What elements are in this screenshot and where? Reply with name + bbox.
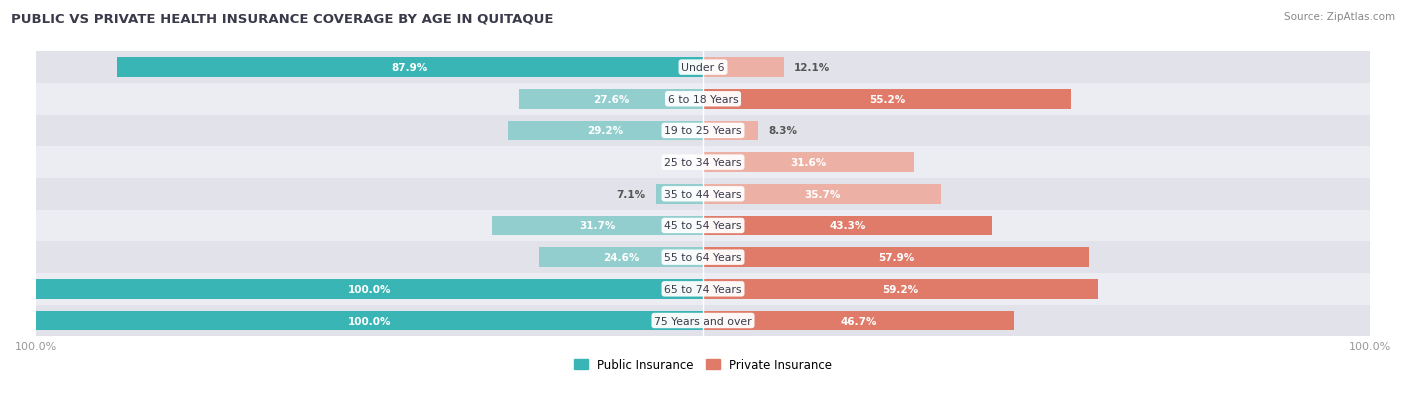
Text: 55.2%: 55.2% bbox=[869, 95, 905, 104]
Bar bbox=[37, 115, 1369, 147]
Bar bbox=[538, 248, 703, 267]
Text: 75 Years and over: 75 Years and over bbox=[654, 316, 752, 326]
Bar bbox=[703, 216, 991, 236]
Bar bbox=[703, 153, 914, 173]
Bar bbox=[703, 248, 1090, 267]
Bar bbox=[37, 52, 1369, 84]
Bar bbox=[37, 210, 1369, 242]
Text: 19 to 25 Years: 19 to 25 Years bbox=[664, 126, 742, 136]
Bar bbox=[37, 305, 1369, 337]
Text: 31.7%: 31.7% bbox=[579, 221, 616, 231]
Bar bbox=[519, 90, 703, 109]
Bar bbox=[703, 279, 1098, 299]
Text: 25 to 34 Years: 25 to 34 Years bbox=[664, 158, 742, 168]
Bar bbox=[37, 242, 1369, 273]
Text: Source: ZipAtlas.com: Source: ZipAtlas.com bbox=[1284, 12, 1395, 22]
Text: 8.3%: 8.3% bbox=[768, 126, 797, 136]
Bar bbox=[492, 216, 703, 236]
Text: 27.6%: 27.6% bbox=[593, 95, 628, 104]
Text: 7.1%: 7.1% bbox=[616, 189, 645, 199]
Bar bbox=[703, 58, 783, 78]
Bar bbox=[117, 58, 703, 78]
Text: 12.1%: 12.1% bbox=[794, 63, 830, 73]
Bar bbox=[37, 178, 1369, 210]
Legend: Public Insurance, Private Insurance: Public Insurance, Private Insurance bbox=[569, 354, 837, 376]
Text: 6 to 18 Years: 6 to 18 Years bbox=[668, 95, 738, 104]
Text: 29.2%: 29.2% bbox=[588, 126, 624, 136]
Text: 65 to 74 Years: 65 to 74 Years bbox=[664, 284, 742, 294]
Text: 100.0%: 100.0% bbox=[347, 284, 391, 294]
Bar bbox=[655, 185, 703, 204]
Text: PUBLIC VS PRIVATE HEALTH INSURANCE COVERAGE BY AGE IN QUITAQUE: PUBLIC VS PRIVATE HEALTH INSURANCE COVER… bbox=[11, 12, 554, 25]
Bar bbox=[37, 279, 703, 299]
Text: 87.9%: 87.9% bbox=[392, 63, 427, 73]
Text: 46.7%: 46.7% bbox=[841, 316, 877, 326]
Bar bbox=[509, 121, 703, 141]
Text: 43.3%: 43.3% bbox=[830, 221, 866, 231]
Text: 35 to 44 Years: 35 to 44 Years bbox=[664, 189, 742, 199]
Text: 57.9%: 57.9% bbox=[877, 252, 914, 263]
Text: 55 to 64 Years: 55 to 64 Years bbox=[664, 252, 742, 263]
Bar bbox=[703, 185, 941, 204]
Bar bbox=[37, 84, 1369, 115]
Bar bbox=[703, 121, 758, 141]
Text: 0.0%: 0.0% bbox=[664, 158, 693, 168]
Text: 59.2%: 59.2% bbox=[883, 284, 918, 294]
Text: 45 to 54 Years: 45 to 54 Years bbox=[664, 221, 742, 231]
Text: 24.6%: 24.6% bbox=[603, 252, 640, 263]
Bar bbox=[37, 147, 1369, 178]
Text: Under 6: Under 6 bbox=[682, 63, 724, 73]
Bar bbox=[703, 311, 1015, 330]
Bar bbox=[37, 273, 1369, 305]
Text: 35.7%: 35.7% bbox=[804, 189, 841, 199]
Bar bbox=[37, 311, 703, 330]
Bar bbox=[703, 90, 1071, 109]
Text: 100.0%: 100.0% bbox=[347, 316, 391, 326]
Text: 31.6%: 31.6% bbox=[790, 158, 827, 168]
